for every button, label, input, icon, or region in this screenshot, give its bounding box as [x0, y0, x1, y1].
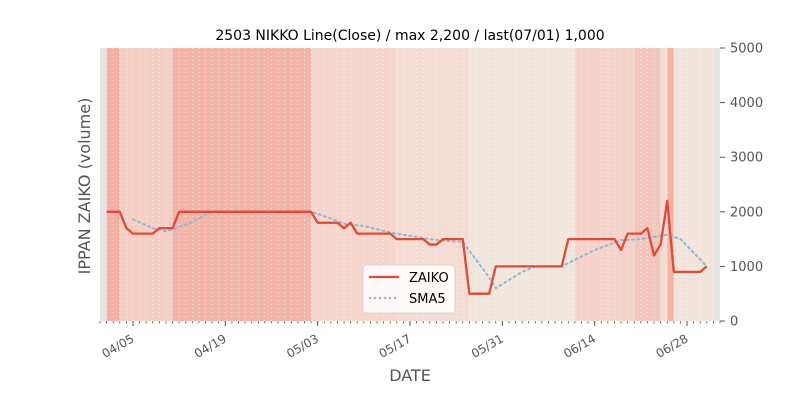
legend-label-zaiko: ZAIKO [409, 271, 449, 286]
background-band [713, 48, 720, 321]
y-tick-label: 1000 [730, 260, 763, 275]
y-tick-label: 2000 [730, 205, 763, 220]
y-tick-label: 3000 [730, 151, 763, 166]
y-tick-label: 5000 [730, 42, 763, 57]
series-layer [106, 199, 708, 295]
x-tick-label: 05/03 [284, 331, 321, 360]
x-axis-label: DATE [389, 366, 431, 385]
series-line-zaiko [106, 199, 708, 295]
y-axis: 0 1000 2000 3000 4000 5000 [720, 42, 763, 330]
background-band [667, 48, 674, 321]
x-tick-label: 05/17 [377, 331, 414, 360]
grid [106, 48, 714, 321]
background-bands [100, 48, 720, 321]
x-tick-label: 06/14 [561, 331, 598, 360]
y-axis-label: IPPAN ZAIKO (volume) [75, 98, 94, 275]
legend: ZAIKO SMA5 [362, 264, 456, 314]
x-tick-label: 04/19 [192, 331, 229, 360]
chart-title: 2503 NIKKO Line(Close) / max 2,200 / las… [215, 28, 604, 44]
y-tick-label: 0 [730, 315, 738, 330]
background-band [660, 48, 668, 321]
legend-label-sma5: SMA5 [409, 292, 446, 307]
x-tick-label: 05/31 [469, 331, 506, 360]
x-tick-label: 06/28 [654, 331, 691, 360]
background-band [574, 48, 635, 321]
background-band [100, 48, 107, 321]
y-tick-label: 4000 [730, 96, 763, 111]
x-tick-label: 04/05 [100, 331, 137, 360]
background-band [172, 48, 312, 321]
x-axis: 04/05 04/19 05/03 05/17 05/31 06/14 06/28 [100, 321, 721, 361]
